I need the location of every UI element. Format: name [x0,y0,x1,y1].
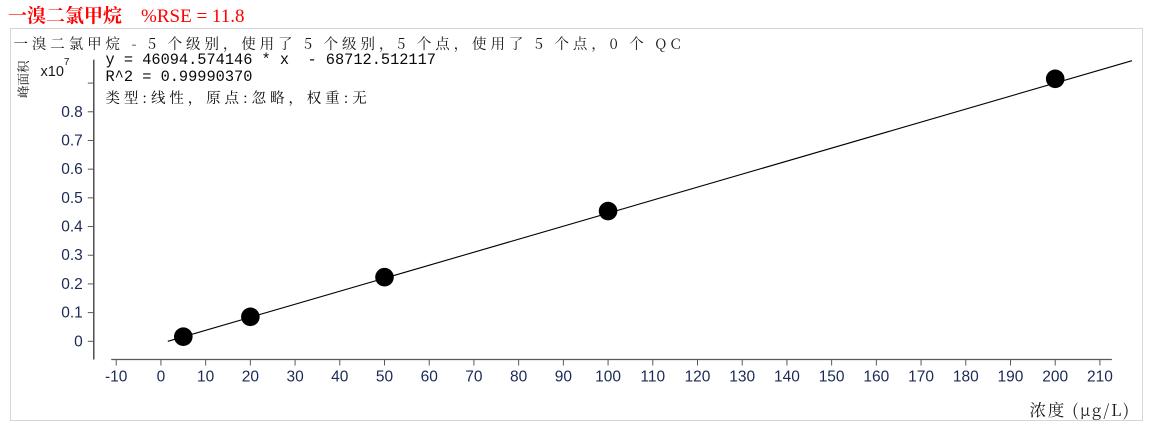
svg-text:50: 50 [375,368,393,385]
svg-text:70: 70 [465,368,483,385]
svg-text:0.5: 0.5 [61,189,83,206]
svg-text:0: 0 [74,333,83,350]
svg-text:180: 180 [952,368,978,385]
svg-text:0.4: 0.4 [61,218,83,235]
svg-text:10: 10 [197,368,215,385]
svg-text:0.7: 0.7 [61,132,83,149]
svg-text:20: 20 [241,368,259,385]
svg-text:90: 90 [554,368,572,385]
svg-text:170: 170 [908,368,934,385]
svg-text:150: 150 [818,368,844,385]
svg-text:160: 160 [863,368,889,385]
svg-text:100: 100 [595,368,621,385]
svg-text:0.6: 0.6 [61,161,83,178]
svg-text:0.2: 0.2 [61,275,83,292]
svg-text:140: 140 [773,368,799,385]
svg-text:190: 190 [997,368,1023,385]
svg-text:-10: -10 [105,368,128,385]
svg-text:0.8: 0.8 [61,103,83,120]
svg-text:80: 80 [510,368,528,385]
svg-text:210: 210 [1086,368,1112,385]
svg-text:0: 0 [156,368,165,385]
svg-text:40: 40 [331,368,349,385]
svg-text:30: 30 [286,368,304,385]
svg-text:0.1: 0.1 [61,304,83,321]
svg-text:60: 60 [420,368,438,385]
svg-text:120: 120 [684,368,710,385]
svg-text:110: 110 [640,368,665,385]
svg-text:200: 200 [1042,368,1068,385]
svg-text:130: 130 [729,368,755,385]
svg-text:0.3: 0.3 [61,247,83,264]
